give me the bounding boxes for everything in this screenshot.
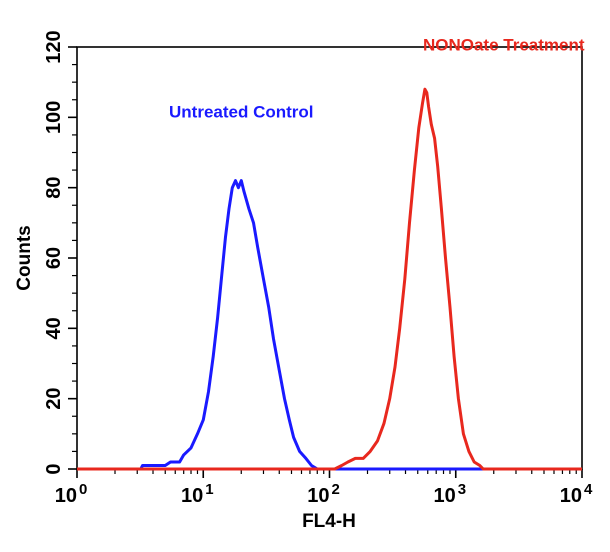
y-tick-label: 0	[43, 463, 65, 474]
series-annotation: Untreated Control	[169, 102, 314, 121]
y-tick-label: 120	[43, 30, 65, 63]
series-line-nonoate-treatment	[77, 87, 582, 471]
y-tick-label: 80	[43, 177, 65, 199]
x-tick-label: 10 2	[307, 481, 340, 507]
series-line-untreated-control	[77, 179, 582, 471]
x-axis-title: FL4-H	[302, 511, 356, 532]
x-tick-label: 10 4	[560, 481, 593, 507]
x-tick-label: 10 0	[55, 481, 88, 507]
x-tick-label: 10 3	[433, 481, 466, 507]
x-tick-label: 10 1	[181, 481, 214, 507]
y-tick-label: 60	[43, 247, 65, 269]
y-tick-label: 100	[43, 101, 65, 134]
plot-frame	[76, 46, 583, 470]
x-axis-ticks: 10 0 10 1 10 2 10 3 10 4	[55, 469, 593, 507]
y-tick-label: 40	[43, 317, 65, 339]
y-tick-label: 20	[43, 388, 65, 410]
y-axis-title: Counts	[14, 225, 35, 290]
y-axis-ticks: 0 20 40 60 80 100 120	[43, 30, 77, 475]
annotation-layer: Untreated Control NONOate Treatment	[169, 36, 585, 122]
series-layer	[77, 87, 582, 471]
series-annotation: NONOate Treatment	[423, 36, 585, 55]
